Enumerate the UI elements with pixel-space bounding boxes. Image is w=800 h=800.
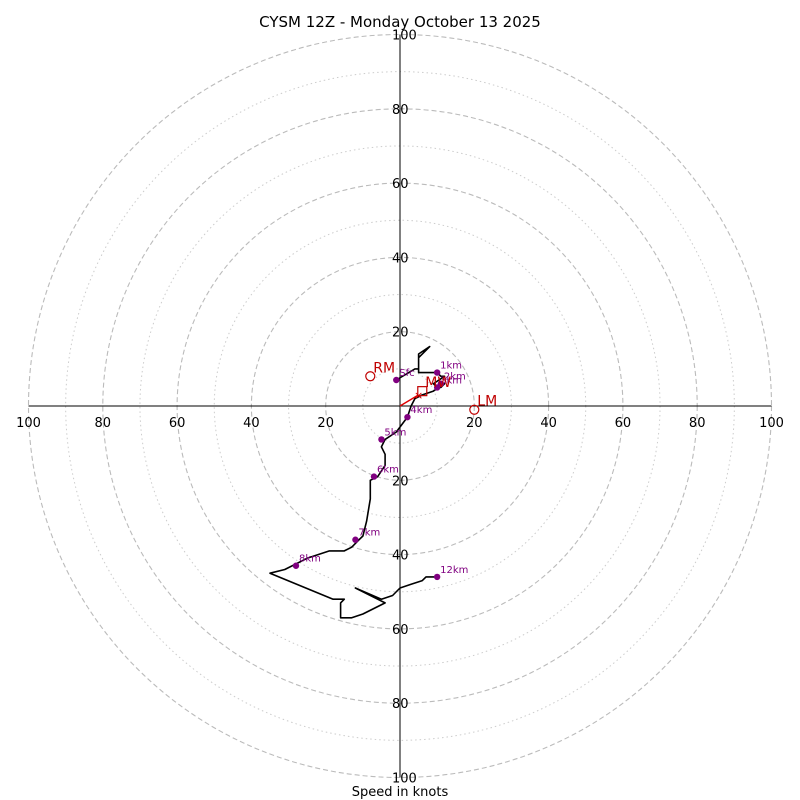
chart-title: CYSM 12Z - Monday October 13 2025 (259, 13, 541, 31)
height-marker-label: 3km (440, 375, 462, 386)
height-marker (370, 473, 378, 480)
x-tick-label: 80 (95, 416, 112, 431)
height-marker-label: 5km (384, 427, 406, 438)
y-tick-label: 100 (392, 29, 417, 44)
storm-motion-marker (365, 371, 376, 382)
y-tick-label: 20 (392, 326, 409, 341)
height-marker (433, 384, 441, 391)
height-marker (292, 562, 300, 569)
x-tick-label: 60 (169, 416, 186, 431)
y-tick-label: 80 (392, 103, 409, 118)
x-tick-label: 80 (689, 416, 706, 431)
x-tick-label: 40 (540, 416, 557, 431)
y-tick-label: 40 (392, 251, 409, 266)
x-tick-label: 60 (615, 416, 632, 431)
tick-labels: 100 80 60 40 20 20 40 60 80 100 100 80 60 40 20 20 40 60 8… (16, 29, 784, 787)
mean-wind-marker (417, 386, 428, 397)
y-tick-label: 80 (392, 697, 409, 712)
height-marker (433, 573, 441, 581)
x-tick-label: 40 (243, 416, 260, 431)
y-tick-label: 40 (392, 549, 409, 564)
storm-motion-label: RM (373, 360, 395, 376)
x-tick-label: 100 (759, 416, 784, 431)
height-marker (404, 413, 411, 421)
x-tick-label: 20 (317, 416, 334, 431)
height-marker-label: 6km (377, 465, 399, 476)
x-tick-label: 100 (16, 416, 41, 431)
storm-motion-markers: RM LM MW (365, 360, 497, 415)
storm-motion-marker (469, 404, 480, 415)
height-marker-label: 2km (444, 372, 466, 383)
x-tick-label: 20 (466, 416, 483, 431)
y-tick-label: 20 (392, 474, 409, 489)
height-marker-label: 8km (299, 554, 321, 565)
storm-motion-label: LM (477, 394, 497, 410)
height-marker-label: 4km (410, 405, 432, 416)
height-marker (352, 536, 359, 543)
height-marker-label: 1km (440, 361, 462, 372)
y-tick-label: 60 (392, 177, 409, 192)
mean-wind-label: MW (425, 375, 451, 391)
height-marker (433, 369, 441, 376)
hodograph-line (269, 345, 446, 619)
height-marker (378, 436, 385, 443)
x-axis-label: Speed in knots (352, 785, 449, 800)
y-tick-label: 60 (392, 623, 409, 638)
shear-vector (399, 394, 419, 407)
wind-trace: × (269, 345, 446, 619)
height-marker-label: 12km (440, 565, 468, 576)
y-tick-label: 100 (392, 772, 417, 787)
height-marker-label: Sfc (399, 368, 414, 379)
height-marker (393, 376, 400, 384)
height-marker-label: 7km (358, 528, 380, 539)
